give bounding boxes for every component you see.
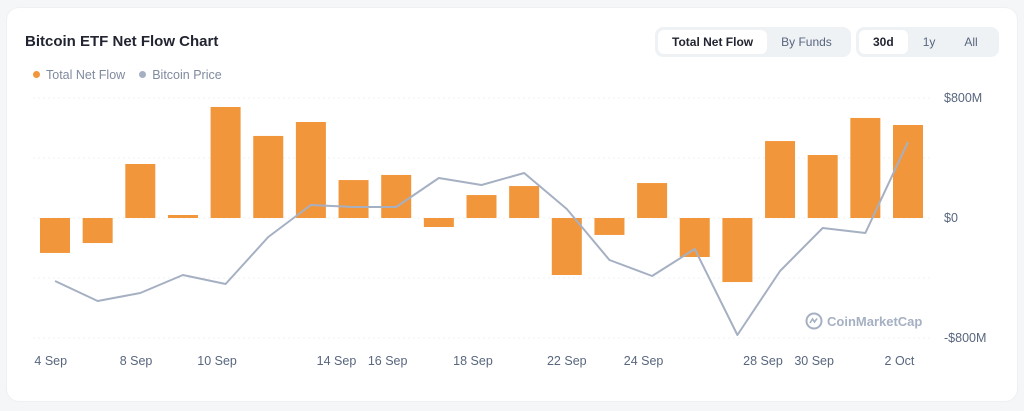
net-flow-bar	[893, 125, 923, 218]
x-tick-label: 28 Sep	[743, 354, 783, 368]
net-flow-bar	[466, 195, 497, 218]
x-tick-label: 22 Sep	[547, 354, 587, 368]
x-tick-label: 4 Sep	[34, 354, 67, 368]
range-toggle: 30d 1y All	[856, 27, 999, 57]
net-flow-bar	[423, 218, 454, 227]
x-tick-label: 2 Oct	[885, 354, 915, 368]
net-flow-bar	[594, 218, 625, 235]
net-flow-bar	[381, 174, 412, 218]
net-flow-bar	[338, 180, 369, 218]
net-flow-bar	[125, 164, 156, 218]
net-flow-bar	[551, 218, 582, 275]
net-flow-bar	[253, 135, 284, 218]
net-flow-bar	[82, 218, 113, 244]
coinmarketcap-logo-icon	[805, 312, 823, 330]
tab-by-funds[interactable]: By Funds	[781, 35, 832, 49]
net-flow-bar	[722, 218, 753, 283]
x-tick-label: 30 Sep	[794, 354, 834, 368]
net-flow-bar	[765, 141, 796, 218]
legend-item-price[interactable]: Bitcoin Price	[139, 68, 222, 82]
chart-title: Bitcoin ETF Net Flow Chart	[25, 33, 219, 50]
x-tick-label: 14 Sep	[317, 354, 357, 368]
tab-total-net-flow[interactable]: Total Net Flow	[658, 30, 768, 54]
x-tick-label: 8 Sep	[120, 354, 153, 368]
legend: Total Net Flow Bitcoin Price	[33, 68, 222, 82]
range-30d[interactable]: 30d	[859, 30, 908, 54]
net-flow-bar	[637, 183, 668, 218]
legend-label: Bitcoin Price	[152, 68, 222, 82]
net-flow-dot-icon	[33, 71, 40, 79]
y-tick-label: $0	[944, 211, 958, 225]
bitcoin-price-line	[54, 141, 909, 336]
range-1y[interactable]: 1y	[922, 35, 936, 49]
net-flow-bar	[807, 155, 838, 218]
x-tick-label: 16 Sep	[368, 354, 408, 368]
watermark: CoinMarketCap	[805, 312, 922, 330]
net-flow-bar	[167, 215, 198, 218]
range-all[interactable]: All	[964, 35, 978, 49]
price-dot-icon	[139, 71, 147, 79]
legend-label: Total Net Flow	[46, 68, 126, 82]
net-flow-bar	[509, 186, 540, 218]
x-tick-label: 10 Sep	[197, 354, 237, 368]
y-tick-label: $800M	[944, 91, 982, 105]
x-tick-label: 24 Sep	[624, 354, 664, 368]
view-toggle: Total Net Flow By Funds	[655, 27, 851, 57]
net-flow-bar	[210, 107, 241, 218]
net-flow-bar	[295, 122, 326, 218]
legend-item-net-flow[interactable]: Total Net Flow	[33, 68, 125, 82]
x-tick-label: 18 Sep	[453, 354, 493, 368]
net-flow-bar	[850, 117, 881, 218]
y-tick-label: -$800M	[944, 331, 986, 345]
net-flow-bar	[40, 218, 70, 253]
